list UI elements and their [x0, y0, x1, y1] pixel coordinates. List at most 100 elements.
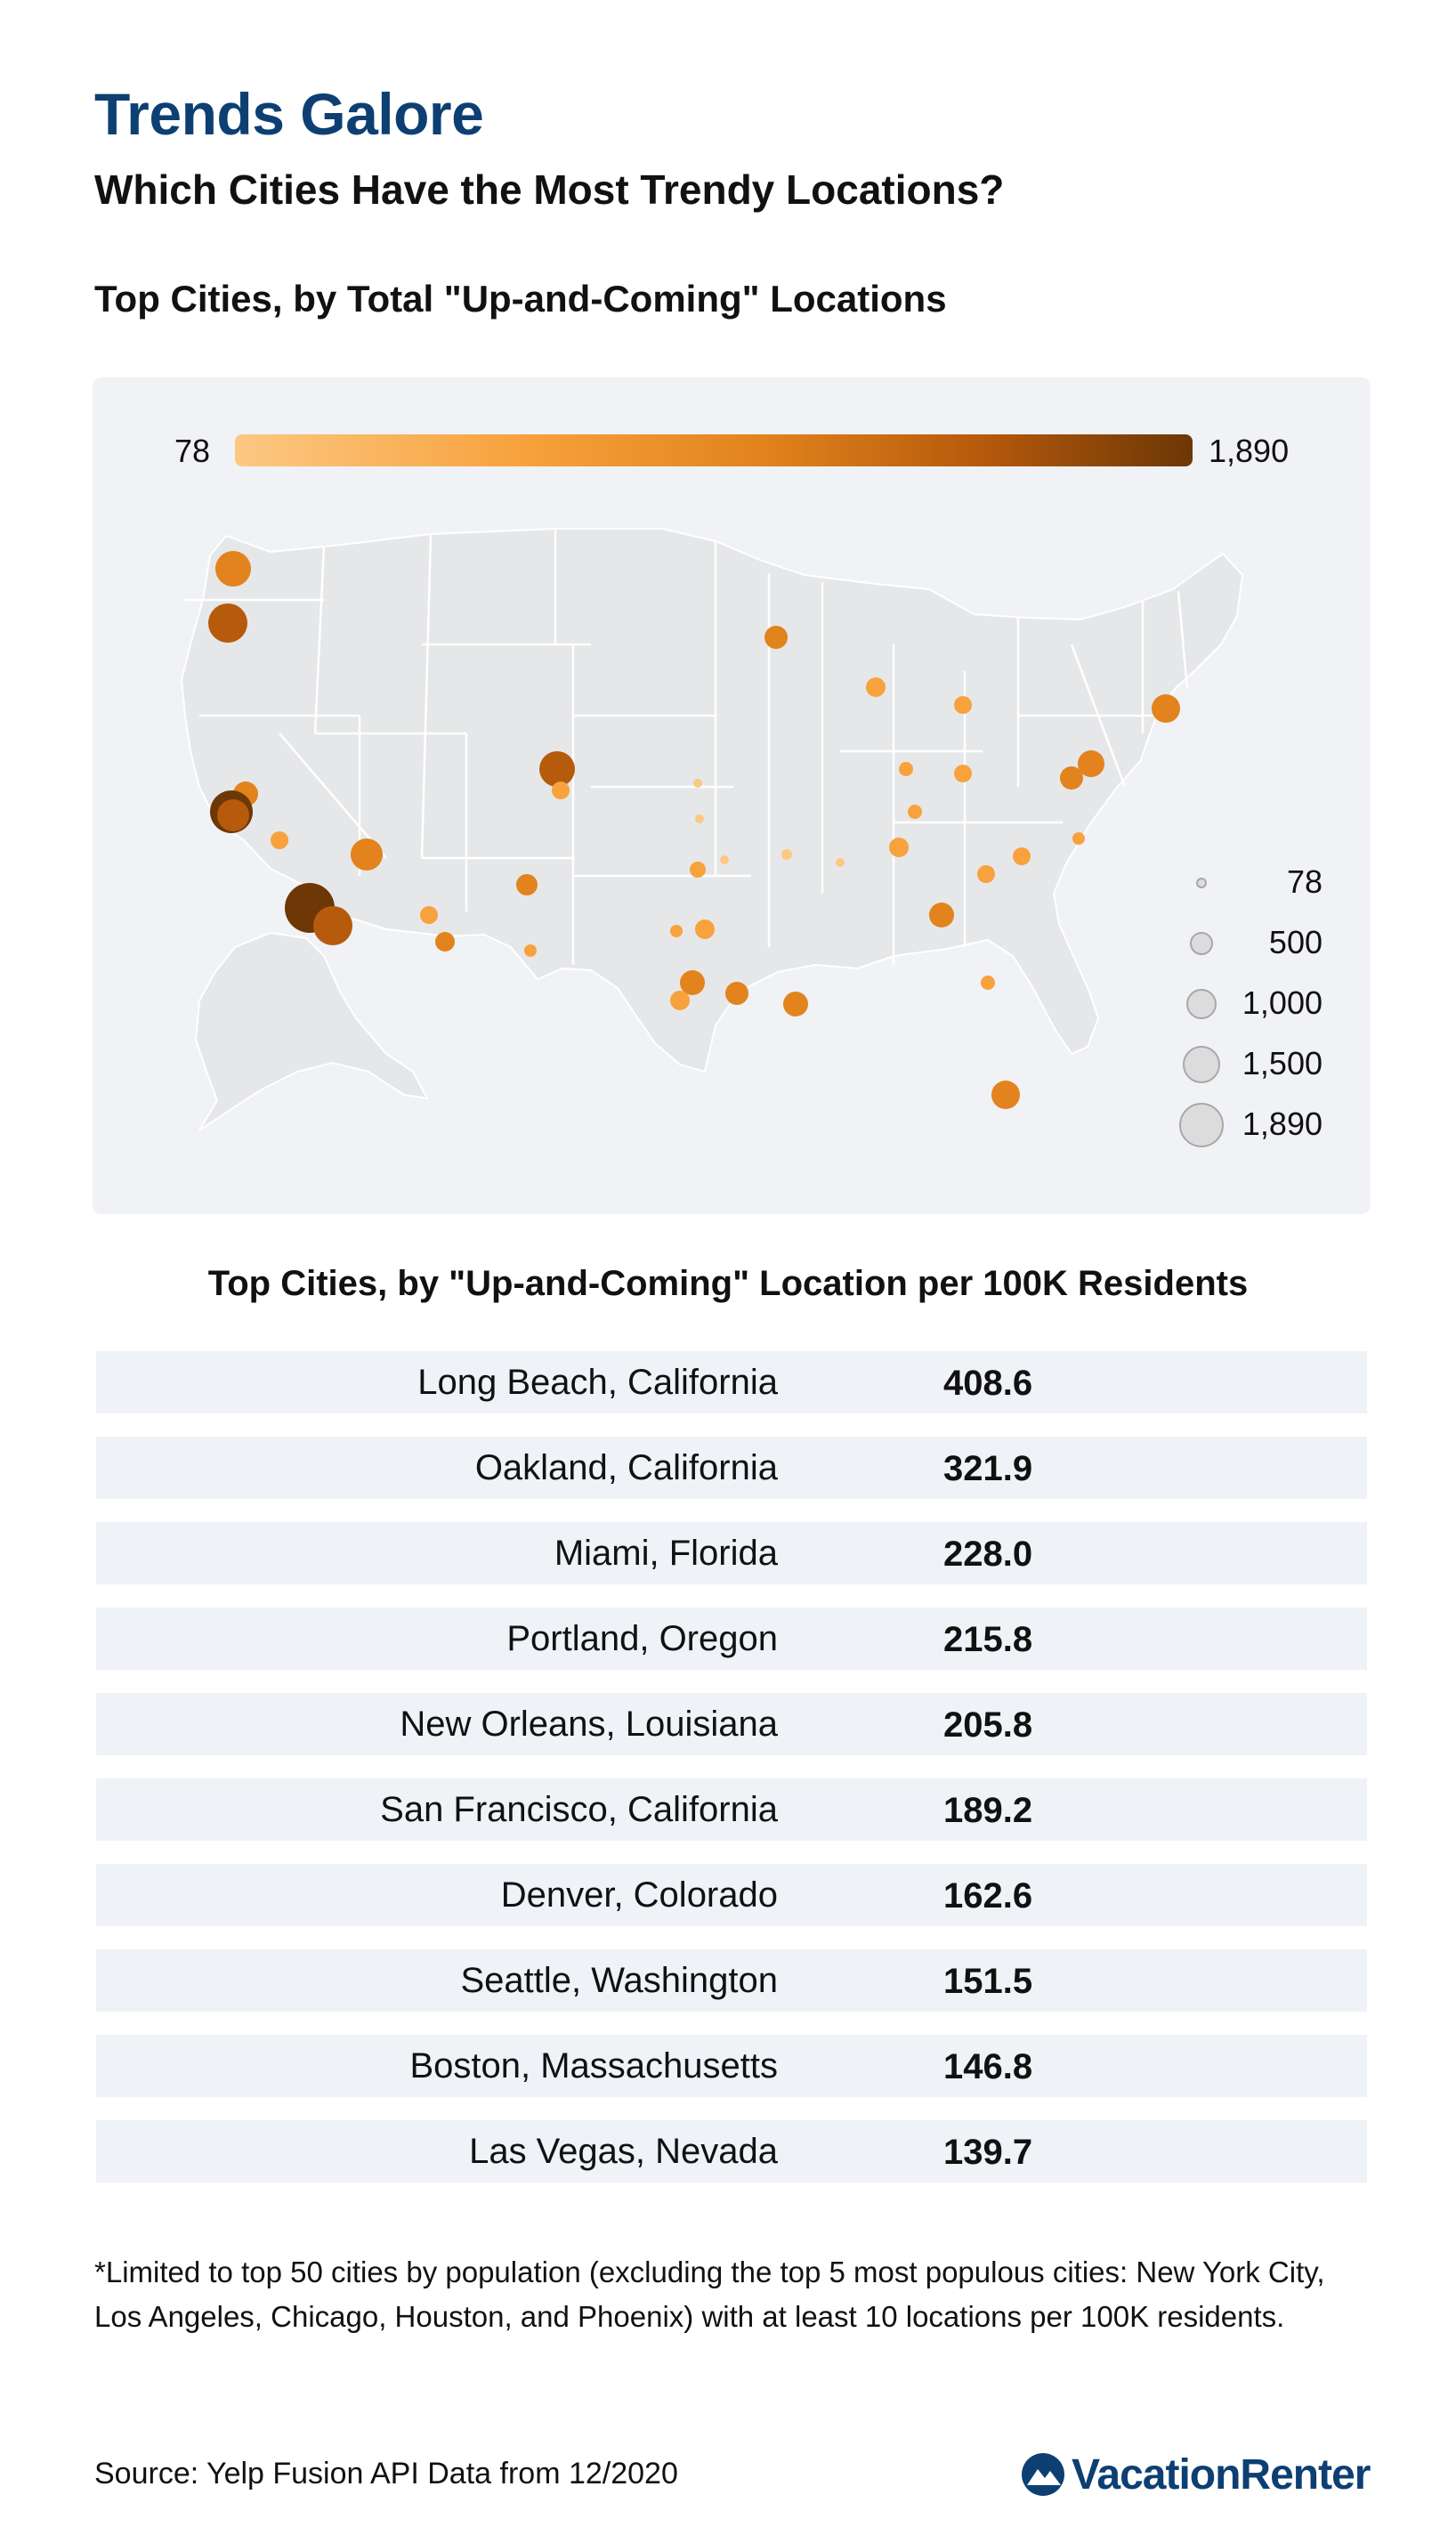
size-legend-label-500: 500: [1268, 924, 1323, 960]
city-bubble: [954, 696, 972, 714]
size-legend-circle: [1190, 932, 1213, 955]
city-bubble: [695, 919, 715, 939]
row-value: 151.5: [943, 1962, 1033, 2001]
size-legend-label-1500: 1,500: [1242, 1045, 1323, 1081]
row-value: 215.8: [943, 1620, 1033, 1659]
table-row: San Francisco, California 189.2: [96, 1778, 1367, 1841]
row-city: Seattle, Washington: [460, 1961, 778, 2000]
footnote: *Limited to top 50 cities by population …: [94, 2256, 1325, 2333]
row-value: 408.6: [943, 1364, 1033, 1403]
city-bubble: [1078, 750, 1104, 777]
city-bubble: [271, 831, 288, 849]
table-row: Miami, Florida 228.0: [96, 1522, 1367, 1584]
city-bubble: [552, 782, 570, 799]
table-row: Portland, Oregon 215.8: [96, 1608, 1367, 1670]
table-row: Boston, Massachusetts 146.8: [96, 2035, 1367, 2097]
size-legend-label-1000: 1,000: [1242, 984, 1323, 1021]
city-bubble: [539, 751, 575, 787]
table-heading: Top Cities, by "Up-and-Coming" Location …: [207, 1264, 1249, 1303]
size-legend-circle: [1196, 878, 1207, 888]
table-row: Denver, Colorado 162.6: [96, 1864, 1367, 1926]
row-value: 321.9: [943, 1449, 1033, 1488]
city-bubble: [954, 765, 972, 782]
city-bubble: [217, 799, 249, 831]
city-bubble: [313, 906, 352, 945]
row-city: Oakland, California: [474, 1448, 778, 1487]
row-value: 189.2: [943, 1791, 1033, 1830]
city-bubble: [725, 982, 748, 1005]
brand-name: VacationRenter: [1072, 2450, 1371, 2499]
city-bubble: [208, 603, 247, 643]
color-scale-bar: [235, 434, 1193, 466]
row-city: Miami, Florida: [554, 1534, 778, 1573]
ranking-table: Long Beach, California 408.6 Oakland, Cali…: [96, 1351, 1367, 2206]
table-row: Oakland, California 321.9: [96, 1437, 1367, 1499]
city-bubble: [516, 874, 538, 895]
size-legend-circle: [1183, 1046, 1220, 1083]
map-panel: [93, 377, 1371, 1214]
city-bubble: [695, 814, 704, 823]
row-city: Long Beach, California: [417, 1363, 778, 1402]
page-subtitle: Which Cities Have the Most Trendy Locati…: [94, 166, 1005, 213]
brand-logo: VacationRenter: [1020, 2446, 1371, 2503]
color-scale-max-label: 1,890: [1209, 433, 1290, 469]
alaska-shape: [194, 931, 429, 1131]
city-bubble: [670, 925, 683, 937]
city-bubble: [981, 976, 995, 990]
source-note: Source: Yelp Fusion API Data from 12/202…: [94, 2457, 678, 2491]
city-bubble: [690, 862, 706, 878]
size-legend: [1179, 878, 1224, 1147]
city-bubble: [215, 551, 251, 587]
brand-mountain-icon: [1022, 2453, 1064, 2496]
page-title: Trends Galore: [94, 81, 484, 147]
row-value: 162.6: [943, 1876, 1033, 1915]
city-bubble: [866, 677, 886, 697]
state-boundaries: [185, 529, 1189, 965]
city-bubble: [1060, 766, 1083, 790]
size-legend-circle: [1179, 1103, 1224, 1147]
city-bubble: [977, 865, 995, 883]
color-scale-min-label: 78: [174, 433, 211, 469]
city-bubble: [670, 991, 690, 1010]
row-value: 228.0: [943, 1535, 1033, 1574]
size-legend-label-78: 78: [1286, 863, 1323, 900]
row-value: 139.7: [943, 2133, 1033, 2172]
city-bubble: [1013, 847, 1031, 865]
city-bubble: [420, 906, 438, 924]
row-city: Las Vegas, Nevada: [469, 2132, 778, 2171]
row-city: New Orleans, Louisiana: [400, 1705, 778, 1744]
city-bubble: [889, 838, 909, 857]
city-bubble: [929, 903, 954, 927]
city-bubble: [351, 838, 383, 871]
city-bubble: [1072, 832, 1085, 845]
row-city: Denver, Colorado: [500, 1875, 778, 1915]
row-city: Portland, Oregon: [506, 1619, 778, 1658]
city-bubble: [435, 932, 455, 952]
us-mainland-shape: [180, 528, 1244, 1073]
city-bubble: [680, 970, 705, 995]
city-bubble: [908, 805, 922, 819]
city-bubble: [899, 762, 913, 776]
size-legend-label-1890: 1,890: [1242, 1106, 1323, 1142]
city-bubble: [781, 849, 792, 860]
map-heading: Top Cities, by Total "Up-and-Coming" Loc…: [94, 278, 947, 320]
city-bubbles: [208, 551, 1180, 1109]
table-row: Long Beach, California 408.6: [96, 1351, 1367, 1413]
city-bubble: [693, 779, 702, 788]
row-city: Boston, Massachusetts: [409, 2046, 778, 2086]
city-bubble: [720, 855, 729, 864]
table-row: Seattle, Washington 151.5: [96, 1949, 1367, 2012]
row-city: San Francisco, California: [380, 1790, 778, 1829]
us-bubble-map: [180, 528, 1244, 1147]
city-bubble: [836, 858, 845, 867]
row-value: 146.8: [943, 2047, 1033, 2086]
row-value: 205.8: [943, 1705, 1033, 1745]
city-bubble: [783, 992, 808, 1016]
city-bubble: [1152, 694, 1180, 723]
city-bubble: [991, 1081, 1020, 1109]
size-legend-circle: [1186, 989, 1217, 1019]
city-bubble: [524, 944, 537, 957]
city-bubble: [764, 626, 788, 649]
table-row: Las Vegas, Nevada 139.7: [96, 2120, 1367, 2183]
table-row: New Orleans, Louisiana 205.8: [96, 1693, 1367, 1755]
